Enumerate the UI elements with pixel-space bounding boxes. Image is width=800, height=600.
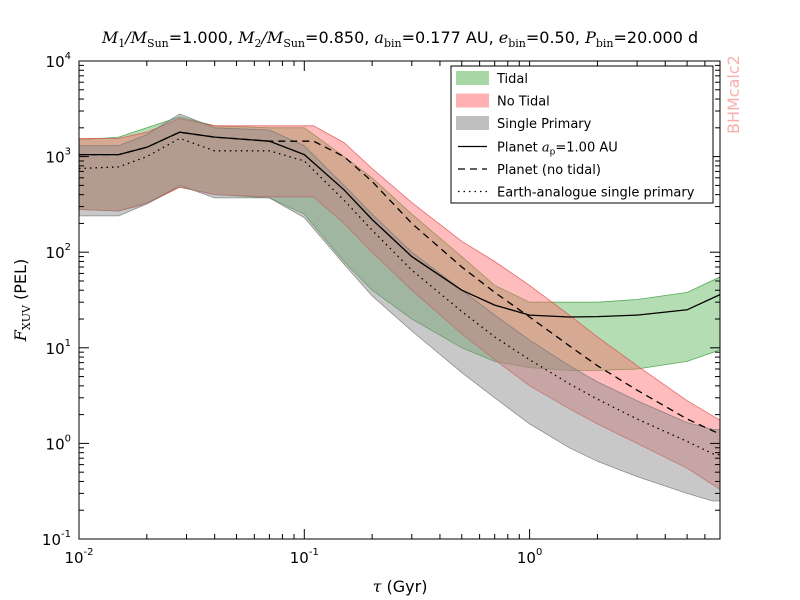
bands-layer [79, 113, 720, 502]
legend-label-planet-no-tidal: Planet (no tidal) [497, 163, 601, 178]
x-tick-label: 10-1 [290, 547, 319, 567]
y-axis-label: FXUV (PEL) [11, 259, 33, 342]
band-no-tidal [79, 118, 720, 490]
y-tick-label: 102 [46, 242, 71, 262]
watermark: BHMcalc2 [724, 55, 743, 134]
line-planet-no-tidal [79, 131, 720, 435]
legend-swatch-single-primary [456, 116, 489, 130]
y-tick-label: 103 [46, 147, 71, 167]
y-tick-label: 104 [46, 51, 71, 71]
legend-swatch-no-tidal [456, 93, 489, 108]
band-single-primary [79, 113, 720, 502]
legend-label-planet: Planet ap=1.00 AU [497, 141, 618, 158]
y-tick-label: 101 [46, 338, 71, 358]
y-tick-label: 10-1 [42, 529, 71, 549]
legend-label-single-primary: Single Primary [497, 117, 592, 132]
chart-title: M1/MSun=1.000, M2/MSun=0.850, abin=0.177… [101, 28, 698, 50]
plot-frame [78, 60, 721, 540]
legend-label-no-tidal: No Tidal [497, 95, 550, 110]
x-tick-label: 100 [517, 547, 542, 567]
legend-label-earth-analogue-single-primary: Earth-analogue single primary [497, 186, 695, 201]
legend-box [450, 65, 714, 204]
legend-label-tidal: Tidal [496, 72, 528, 87]
x-tick-label: 10-2 [64, 547, 93, 567]
legend-swatch-tidal [456, 71, 489, 85]
y-tick-label: 100 [46, 433, 71, 453]
lines-layer [79, 131, 720, 456]
x-axis-label: τ (Gyr) [373, 577, 428, 596]
legend: Tidal No Tidal Single Primary Planet ap=1.0… [450, 65, 714, 204]
